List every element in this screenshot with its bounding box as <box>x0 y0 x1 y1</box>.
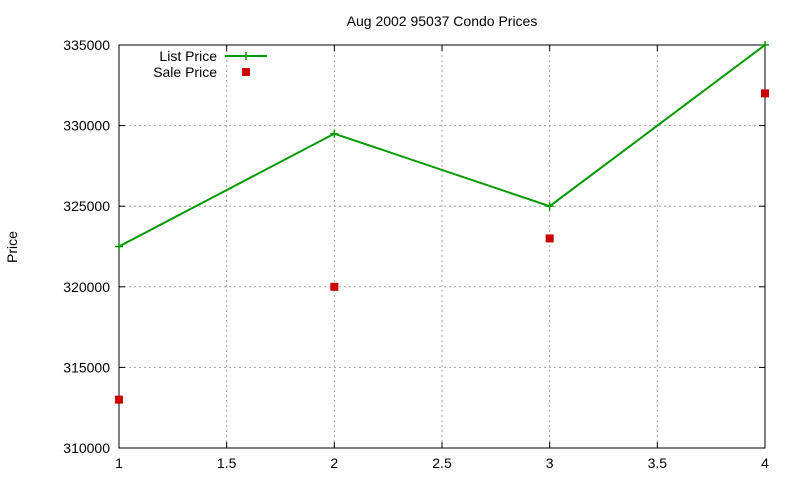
list-price-point <box>115 242 123 251</box>
legend-plus-marker <box>242 52 250 60</box>
sale-price-point <box>330 282 339 291</box>
legend-label: List Price <box>159 48 217 64</box>
chart-title: Aug 2002 95037 Condo Prices <box>347 13 538 29</box>
sale-price-point <box>545 234 554 243</box>
y-tick-label: 315000 <box>63 359 110 375</box>
series-layer <box>115 41 769 404</box>
x-tick-label: 2.5 <box>432 455 452 471</box>
sale-price-point <box>761 89 769 98</box>
x-tick-label: 2 <box>330 455 338 471</box>
x-tick-label: 4 <box>761 455 769 471</box>
tick-labels: 1 1.5 2 2.5 3 3.5 4 310000 315000 320000 325000 330… <box>63 37 769 471</box>
x-tick-label: 1.5 <box>217 455 237 471</box>
x-tick-label: 3 <box>546 455 554 471</box>
legend-square-marker <box>242 68 250 76</box>
legend-item-sale-price: Sale Price <box>153 64 250 80</box>
legend-label: Sale Price <box>153 64 217 80</box>
legend-item-list-price: List Price <box>159 48 267 64</box>
list-price-point <box>545 202 554 211</box>
list-price-point <box>761 41 769 49</box>
x-tick-label: 1 <box>115 455 123 471</box>
y-tick-label: 330000 <box>63 118 110 134</box>
y-tick-label: 320000 <box>63 279 110 295</box>
y-tick-label: 335000 <box>63 37 110 53</box>
list-price-line <box>118 44 766 248</box>
y-tick-label: 310000 <box>63 440 110 456</box>
x-tick-label: 3.5 <box>648 455 668 471</box>
sale-price-point <box>115 395 123 404</box>
list-price-point <box>330 129 339 138</box>
y-axis-label: Price <box>4 231 20 263</box>
y-tick-label: 325000 <box>63 198 110 214</box>
grid <box>119 45 765 448</box>
